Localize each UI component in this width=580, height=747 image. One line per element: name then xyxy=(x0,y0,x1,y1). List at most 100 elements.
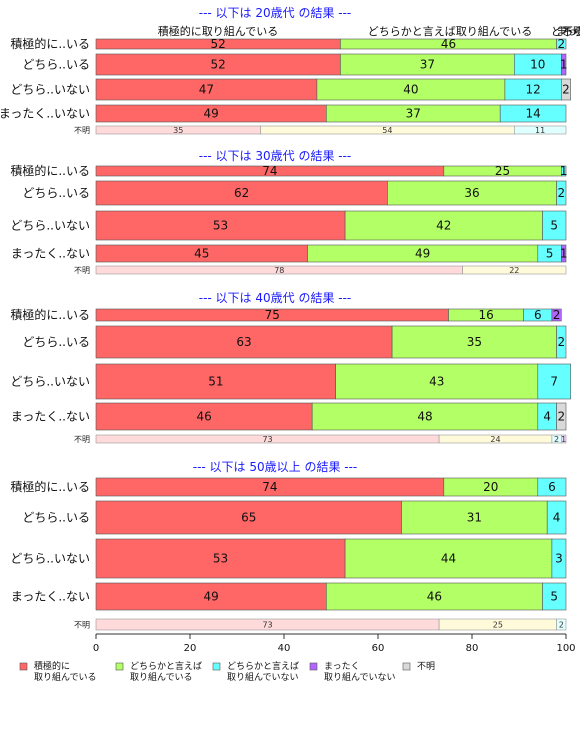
panel-1: --- 以下は 20歳代 の結果 --- 積極的に..いる 52 46 2 どちら..いる… xyxy=(0,6,571,135)
bar-segment xyxy=(513,125,567,135)
panel-title: --- 以下は 20歳代 の結果 --- xyxy=(199,6,352,20)
bar-row: どちら..いる 62 36 2 xyxy=(22,180,567,206)
panel-title: --- 以下は 50歳以上 の結果 --- xyxy=(193,460,358,474)
bar-segment xyxy=(537,477,567,497)
segment-value-label: 2 xyxy=(554,435,559,444)
row-label: 積極的に..いる xyxy=(10,307,90,322)
segment-value-label: 5 xyxy=(550,219,558,233)
bar-segment xyxy=(95,325,393,359)
segment-value-label: 52 xyxy=(211,58,226,72)
segment-value-label: 2 xyxy=(557,335,565,349)
column-header-unknown: 不明 xyxy=(562,25,580,38)
bar-row: まったく..いない 49 37 14 xyxy=(0,104,567,123)
bar-segment xyxy=(401,500,548,535)
segment-value-label: 5 xyxy=(546,247,554,261)
x-axis: 0 20 40 60 80 100 xyxy=(93,633,576,654)
bar-row: どちら..いる 65 31 4 xyxy=(22,500,567,535)
segment-value-label: 35 xyxy=(173,126,183,135)
bar-segment xyxy=(560,53,567,76)
row-label: どちら..いない xyxy=(10,83,90,97)
segment-value-label: 12 xyxy=(525,83,540,97)
legend-label: まったく xyxy=(324,661,360,672)
row-label: 積極的に..いる xyxy=(10,36,90,51)
bar-segment xyxy=(560,244,567,263)
bar-segment xyxy=(95,180,388,206)
legend-label: どちらかと言えば xyxy=(227,660,299,672)
na-row: 不明 78 22 xyxy=(74,265,567,275)
bar-row: どちら..いない 53 44 3 xyxy=(10,538,567,579)
row-label: まったく..ない xyxy=(11,410,90,424)
segment-value-label: 40 xyxy=(403,83,418,97)
segment-value-label: 44 xyxy=(441,552,456,566)
bar-row: どちら..いる 63 35 2 xyxy=(22,325,567,359)
legend-swatch xyxy=(115,662,124,671)
segment-value-label: 46 xyxy=(196,410,211,424)
bar-segment xyxy=(551,538,567,579)
row-label: 不明 xyxy=(74,435,90,444)
segment-value-label: 25 xyxy=(493,621,503,630)
segment-value-label: 54 xyxy=(382,126,392,135)
panel-title: --- 以下は 30歳代 の結果 --- xyxy=(199,149,352,163)
segment-value-label: 75 xyxy=(265,308,280,322)
segment-value-label: 53 xyxy=(213,219,228,233)
bar-row: まったく..ない 45 49 5 1 xyxy=(11,244,568,263)
segment-value-label: 20 xyxy=(483,480,498,494)
row-label: 不明 xyxy=(74,126,90,135)
bar-segment xyxy=(325,582,543,611)
segment-value-label: 35 xyxy=(467,335,482,349)
bar-segment xyxy=(542,210,567,241)
segment-value-label: 10 xyxy=(530,58,545,72)
segment-value-label: 49 xyxy=(204,590,219,604)
segment-value-label: 2 xyxy=(562,83,570,97)
legend-label: 取り組んでいない xyxy=(227,671,299,683)
segment-value-label: 4 xyxy=(543,410,551,424)
bar-segment xyxy=(560,434,567,444)
row-label: 不明 xyxy=(74,621,90,630)
bar-row: どちら..いない 53 42 5 xyxy=(10,210,567,241)
bar-segment xyxy=(537,363,571,400)
row-label: どちら..いる xyxy=(22,511,90,525)
legend-item: 積極的に取り組んでいる xyxy=(19,660,97,683)
bar-row: まったく..ない 46 48 4 2 xyxy=(11,402,567,431)
segment-value-label: 4 xyxy=(553,511,561,525)
bar-row: 積極的に..いる 74 20 6 xyxy=(10,477,567,497)
row-label: どちら..いない xyxy=(10,552,90,566)
legend-label: 取り組んでいる xyxy=(130,671,193,683)
segment-value-label: 25 xyxy=(495,164,510,178)
bar-row: 積極的に..いる 75 16 6 2 xyxy=(10,307,562,322)
segment-value-label: 2 xyxy=(557,37,565,51)
segment-value-label: 1 xyxy=(560,164,568,178)
x-tick-label: 80 xyxy=(466,643,479,654)
segment-value-label: 7 xyxy=(550,375,558,389)
segment-value-label: 5 xyxy=(550,590,558,604)
row-label: 積極的に..いる xyxy=(10,163,90,178)
bar-segment xyxy=(560,78,571,101)
segment-value-label: 1 xyxy=(560,247,568,261)
row-label: 積極的に..いる xyxy=(10,479,90,494)
segment-value-label: 74 xyxy=(262,164,277,178)
segment-value-label: 47 xyxy=(199,83,214,97)
bar-segment xyxy=(556,402,567,431)
legend-swatch xyxy=(212,662,221,671)
segment-value-label: 24 xyxy=(490,435,500,444)
segment-value-label: 37 xyxy=(420,58,435,72)
legend-swatch xyxy=(309,662,318,671)
segment-value-label: 73 xyxy=(262,621,272,630)
row-label: どちら..いる xyxy=(22,186,90,200)
bar-segment xyxy=(391,325,557,359)
bar-segment xyxy=(95,582,327,611)
bar-segment xyxy=(546,500,567,535)
segment-value-label: 2 xyxy=(557,410,565,424)
row-label: どちら..いない xyxy=(10,375,90,389)
na-row: 不明 73 24 2 1 xyxy=(74,434,567,444)
segment-value-label: 48 xyxy=(417,410,432,424)
segment-value-label: 46 xyxy=(441,37,456,51)
row-label: 不明 xyxy=(74,266,90,275)
panel-4: --- 以下は 50歳以上 の結果 --- 積極的に..いる 74 20 6 どちら..い… xyxy=(10,460,567,631)
segment-value-label: 3 xyxy=(555,552,563,566)
x-tick-label: 0 xyxy=(93,643,99,654)
segment-value-label: 16 xyxy=(478,308,493,322)
